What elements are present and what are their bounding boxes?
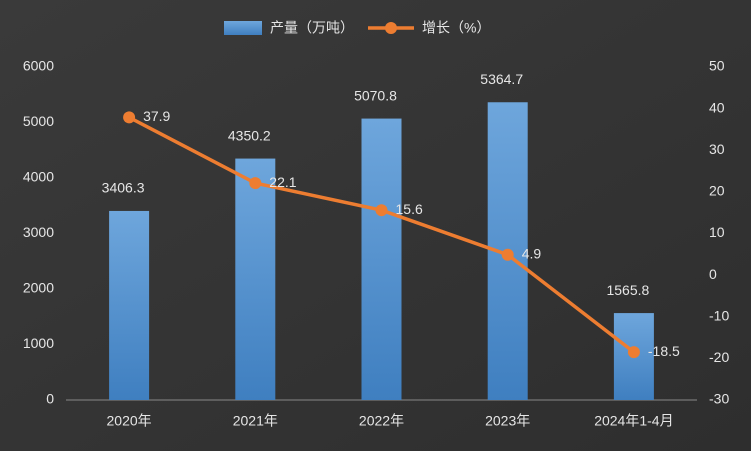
x-tick-label: 2023年 (485, 413, 530, 429)
y-tick-label: 6000 (23, 58, 54, 74)
y-tick-label: 0 (46, 391, 54, 407)
x-tick-label: 2024年1-4月 (594, 413, 673, 429)
y2-tick-label: 50 (709, 58, 725, 74)
bar (361, 118, 402, 400)
y-tick-label: 3000 (23, 224, 54, 240)
bar (109, 210, 150, 400)
bar (235, 158, 276, 400)
line-value-label: -18.5 (648, 343, 680, 359)
y2-tick-label: -10 (709, 307, 729, 323)
line-point (627, 346, 640, 359)
bar-value-label: 4350.2 (228, 127, 271, 143)
y-tick-label: 2000 (23, 280, 54, 296)
legend-swatch (224, 21, 262, 35)
y-tick-label: 5000 (23, 113, 54, 129)
y2-tick-label: 40 (709, 99, 725, 115)
bar-value-label: 1565.8 (606, 282, 649, 298)
y2-tick-label: 0 (709, 266, 717, 282)
y2-tick-label: 20 (709, 183, 725, 199)
line-point (249, 177, 262, 190)
line-value-label: 4.9 (522, 245, 542, 261)
line-value-label: 37.9 (143, 108, 170, 124)
bar-value-label: 3406.3 (102, 180, 145, 196)
x-tick-label: 2020年 (107, 413, 152, 429)
legend-swatch (385, 22, 397, 34)
y2-tick-label: -20 (709, 349, 729, 365)
y-tick-label: 1000 (23, 335, 54, 351)
line-point (375, 204, 388, 217)
bar-value-label: 5364.7 (480, 71, 523, 87)
line-value-label: 15.6 (396, 201, 423, 217)
line-point (123, 111, 136, 124)
y2-tick-label: -30 (709, 391, 729, 407)
bar-value-label: 5070.8 (354, 87, 397, 103)
y-tick-label: 4000 (23, 169, 54, 185)
line-point (501, 248, 514, 261)
x-tick-label: 2021年 (233, 413, 278, 429)
y2-tick-label: 30 (709, 141, 725, 157)
line-value-label: 22.1 (269, 174, 296, 190)
legend-label: 增长（%） (422, 20, 490, 36)
legend-label: 产量（万吨） (270, 20, 354, 36)
y2-tick-label: 10 (709, 224, 725, 240)
x-tick-label: 2022年 (359, 413, 404, 429)
